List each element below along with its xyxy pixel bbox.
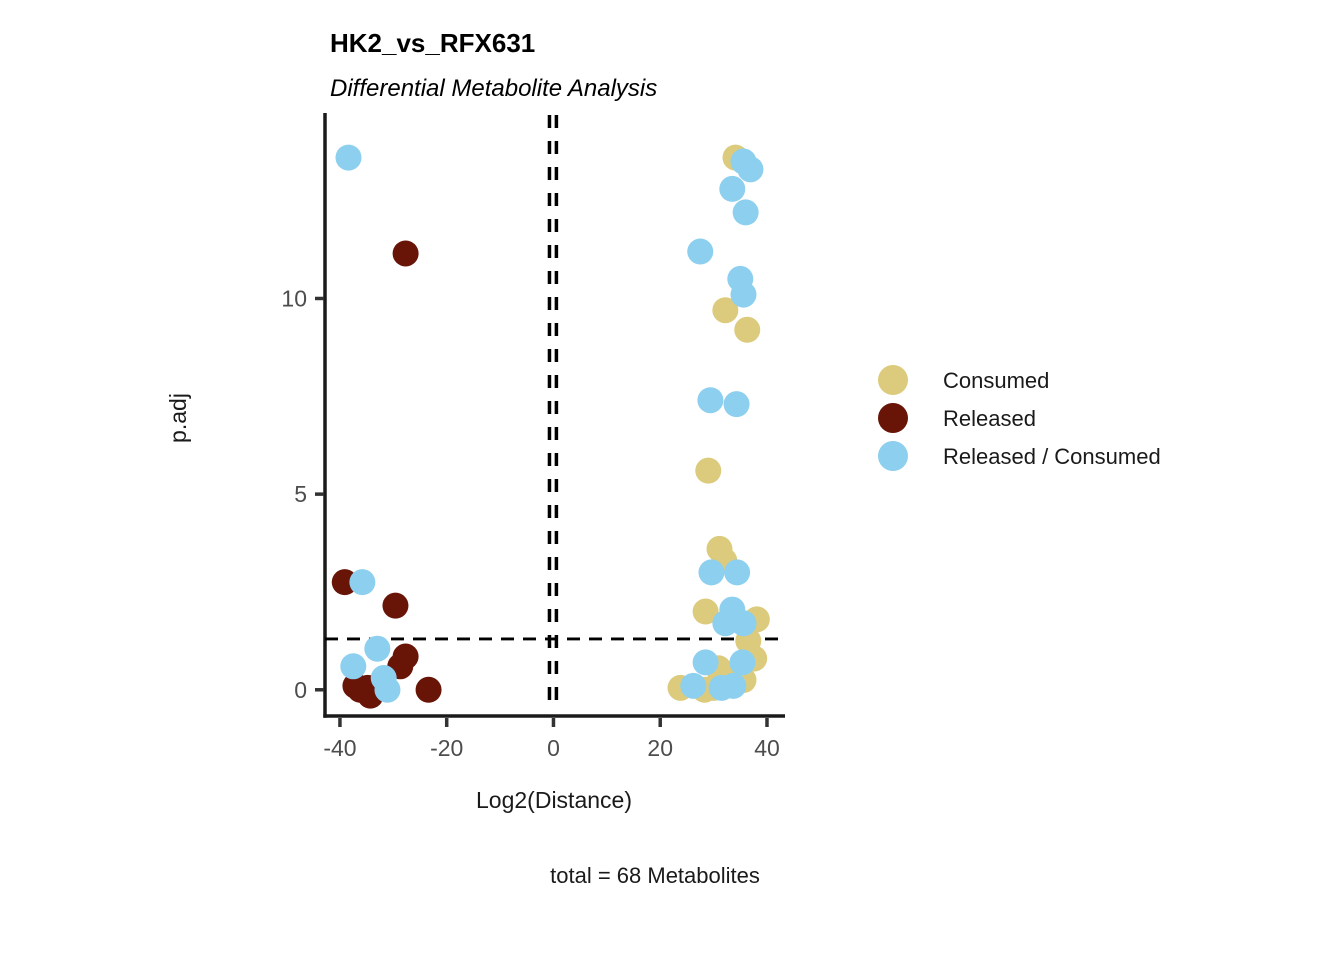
data-point (719, 175, 746, 202)
data-point (349, 569, 376, 596)
data-point (415, 676, 442, 703)
data-point (382, 592, 409, 619)
data-point (687, 238, 714, 265)
legend-label: Released (943, 406, 1036, 431)
legend-label: Released / Consumed (943, 444, 1161, 469)
x-axis-title: Log2(Distance) (476, 787, 632, 813)
y-tick-label: 0 (294, 677, 307, 703)
data-point (692, 598, 719, 625)
data-point (680, 672, 707, 699)
y-tick-label: 10 (281, 285, 307, 311)
chart-title: HK2_vs_RFX631 (330, 28, 535, 58)
data-point (370, 665, 397, 692)
y-tick-label: 5 (294, 481, 307, 507)
x-tick-label: 40 (754, 735, 780, 761)
legend-item-consumed: Consumed (878, 365, 1049, 395)
chart-subtitle: Differential Metabolite Analysis (330, 75, 657, 102)
data-point (730, 610, 757, 637)
plot-panel: -40 -20 0 20 40 0 5 10 (281, 113, 785, 761)
data-point (723, 391, 750, 418)
caption: total = 68 Metabolites (550, 863, 760, 888)
data-point (364, 635, 391, 662)
x-tick-label: -20 (430, 735, 463, 761)
data-point (737, 156, 764, 183)
data-point (392, 240, 419, 267)
data-point (335, 144, 362, 171)
data-point (730, 281, 757, 308)
x-tick-label: 0 (547, 735, 560, 761)
x-tick-label: 20 (647, 735, 673, 761)
data-point (340, 653, 367, 680)
legend-item-released: Released (878, 403, 1036, 433)
x-tick-label: -40 (323, 735, 356, 761)
legend: Consumed Released Released / Consumed (878, 365, 1161, 471)
y-axis-title: p.adj (165, 393, 191, 443)
legend-swatch (878, 365, 908, 395)
data-point (734, 316, 761, 343)
data-point (712, 297, 739, 324)
data-point (698, 559, 725, 586)
data-point (708, 674, 735, 701)
data-point (697, 387, 724, 414)
legend-label: Consumed (943, 368, 1049, 393)
legend-swatch (878, 441, 908, 471)
data-point (732, 199, 759, 226)
data-point (692, 649, 719, 676)
data-point (712, 610, 739, 637)
data-point (724, 559, 751, 586)
data-point (729, 649, 756, 676)
legend-swatch (878, 403, 908, 433)
data-point (695, 457, 722, 484)
legend-item-released-consumed: Released / Consumed (878, 441, 1161, 471)
